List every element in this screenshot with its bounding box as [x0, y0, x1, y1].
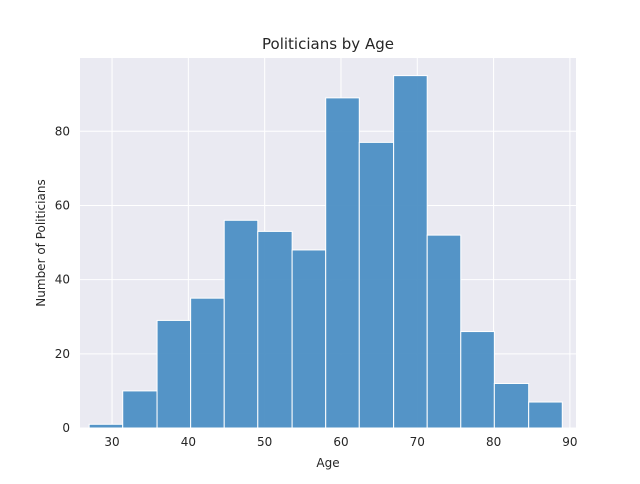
x-tick-label: 30 [104, 435, 119, 449]
histogram-bar [528, 401, 563, 429]
x-tick-label: 40 [181, 435, 196, 449]
histogram-bar [426, 234, 462, 429]
y-tick-label: 40 [55, 273, 70, 287]
y-tick-label: 80 [55, 124, 70, 138]
histogram-bar [190, 297, 225, 429]
histogram-bar [88, 423, 124, 429]
y-axis-ticks: 0 20 40 60 80 [55, 124, 70, 435]
histogram-bar [257, 230, 293, 429]
histogram-bar [223, 219, 259, 429]
histogram-bar [122, 390, 158, 429]
histogram-bar [156, 319, 192, 429]
x-tick-label: 90 [562, 435, 577, 449]
bars-layer [88, 75, 563, 429]
x-tick-label: 70 [410, 435, 425, 449]
x-axis-ticks: 30 40 50 60 70 80 90 [104, 435, 577, 449]
y-tick-label: 20 [55, 347, 70, 361]
chart-title: Politicians by Age [262, 35, 394, 53]
histogram-bar [358, 141, 395, 429]
y-tick-label: 0 [62, 421, 70, 435]
x-tick-label: 60 [333, 435, 348, 449]
histogram-bar [291, 249, 327, 429]
x-tick-label: 80 [486, 435, 501, 449]
x-axis-label: Age [316, 456, 339, 470]
y-tick-label: 60 [55, 198, 70, 212]
histogram-bar [493, 382, 530, 429]
histogram-bar [325, 97, 360, 429]
histogram-bar [393, 75, 428, 429]
x-tick-label: 50 [257, 435, 272, 449]
y-axis-label: Number of Politicians [34, 179, 48, 306]
histogram-bar [460, 331, 495, 429]
